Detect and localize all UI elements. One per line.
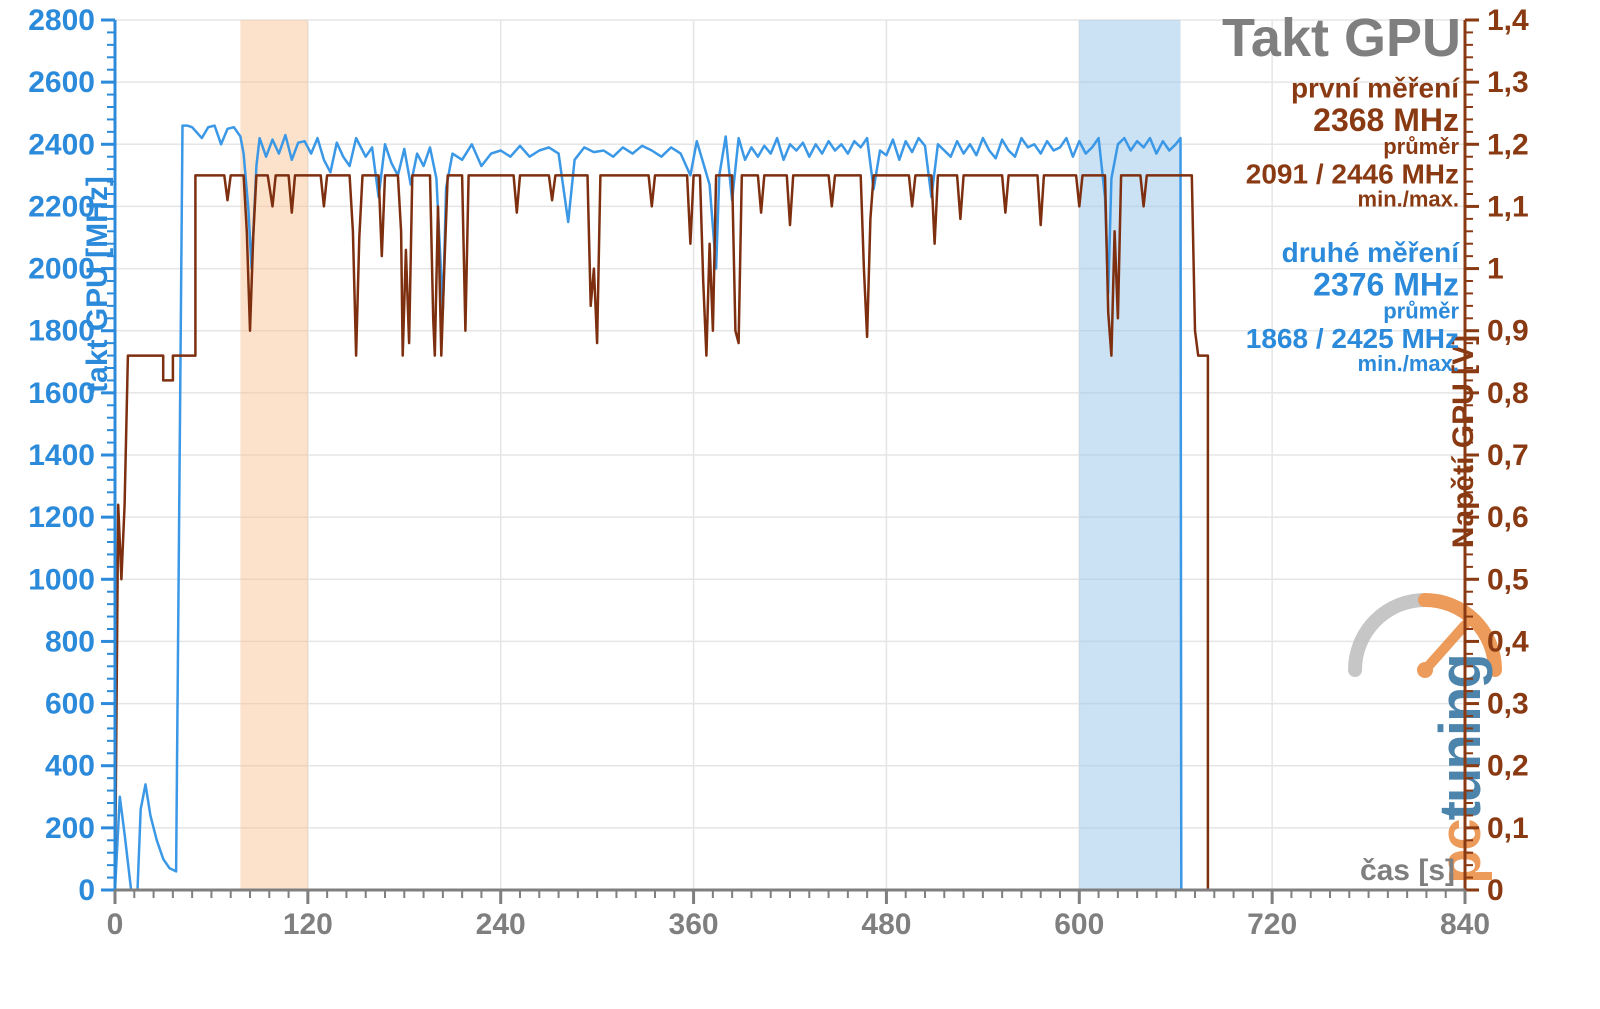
right-tick-label: 1,3 [1487,66,1529,99]
left-axis-title: takt GPU [MHz] [81,176,114,393]
bottom-tick-label: 600 [1054,908,1104,941]
bottom-axis-title: čas [s] [1360,854,1455,887]
right-tick-label: 0,9 [1487,315,1529,348]
gpu-clock-chart: pctuning02004006008001000120014001600180… [0,0,1600,1009]
bottom-tick-label: 240 [476,908,526,941]
bottom-tick-label: 480 [861,908,911,941]
right-tick-label: 0,4 [1487,625,1529,658]
bottom-tick-label: 720 [1247,908,1297,941]
left-tick-label: 0 [78,874,95,907]
bottom-tick-label: 360 [669,908,719,941]
left-tick-label: 400 [45,750,95,783]
logo-text-tuning: tuning [1428,655,1493,820]
right-tick-label: 0,5 [1487,563,1529,596]
annotation-first-run-line: min./max. [1358,187,1459,212]
annotation-first-run-line: 2091 / 2446 MHz [1246,159,1459,190]
left-tick-label: 1200 [28,501,95,534]
bottom-tick-label: 120 [283,908,333,941]
annotation-first-run-line: první měření [1291,72,1460,103]
left-tick-label: 2800 [28,4,95,37]
right-tick-label: 0,6 [1487,501,1529,534]
right-tick-label: 1,1 [1487,190,1529,223]
annotation-second-run-line: 1868 / 2425 MHz [1246,323,1459,354]
right-tick-label: 0,3 [1487,688,1529,721]
left-tick-label: 200 [45,812,95,845]
chart-svg: pctuning02004006008001000120014001600180… [0,0,1600,1009]
annotation-second-run-line: průměr [1383,299,1459,324]
annotation-first-run-line: 2368 MHz [1313,102,1459,138]
right-tick-label: 1,4 [1487,4,1529,37]
right-tick-label: 0 [1487,874,1504,907]
annotation-second-run-line: 2376 MHz [1313,267,1459,303]
right-tick-label: 1 [1487,253,1504,286]
right-tick-label: 0,8 [1487,377,1529,410]
left-tick-label: 600 [45,688,95,721]
left-tick-label: 800 [45,625,95,658]
annotation-second-run-line: druhé měření [1282,237,1461,268]
right-tick-label: 0,7 [1487,439,1529,472]
left-tick-label: 2400 [28,128,95,161]
svg-text:pctuning: pctuning [1428,655,1493,884]
left-tick-label: 1400 [28,439,95,472]
left-tick-label: 1000 [28,563,95,596]
right-tick-label: 0,1 [1487,812,1529,845]
annotation-first-run-line: průměr [1383,134,1459,159]
right-tick-label: 1,2 [1487,128,1529,161]
chart-title: Takt GPU [1222,8,1461,68]
right-tick-label: 0,2 [1487,750,1529,783]
left-tick-label: 2600 [28,66,95,99]
bottom-tick-label: 0 [107,908,124,941]
annotation-second-run-line: min./max. [1358,351,1459,376]
bottom-tick-label: 840 [1440,908,1490,941]
